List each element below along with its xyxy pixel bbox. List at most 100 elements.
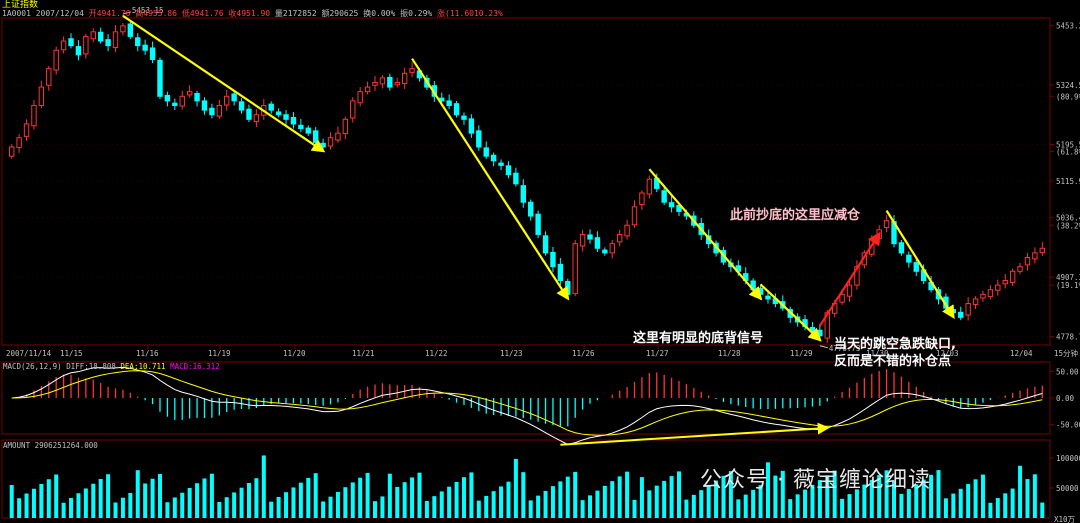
amount-bar	[995, 498, 1000, 518]
amount-bar	[803, 489, 808, 518]
amount-bar	[217, 501, 222, 518]
candle-body	[372, 81, 378, 86]
amount-bar	[380, 496, 385, 518]
amount-bar	[447, 486, 452, 518]
amount-bar	[469, 472, 474, 518]
x-tick-label: 12/03	[936, 349, 959, 358]
amount-bar	[706, 485, 711, 518]
y-tick-label: 4778.7	[1056, 332, 1080, 341]
x-tick-label: 11/22	[425, 349, 448, 358]
x-axis-unit-label: 15分钟	[1054, 348, 1079, 358]
candle-body	[898, 242, 905, 254]
amount-bar	[773, 475, 778, 518]
candle-body	[387, 76, 393, 88]
annotation-gap-line2: 反而是不错的补仓点	[834, 354, 952, 369]
x-tick-label: 11/27	[646, 349, 669, 358]
macd-label: MACD(26,12,9)	[3, 362, 62, 371]
annotation-gap-line1: 当天的跳空急跌缺口,	[834, 337, 956, 352]
x-tick-label: 11/28	[718, 349, 741, 358]
amount-bar	[691, 494, 696, 518]
candle-body	[572, 243, 578, 294]
macd-info-line: MACD(26,12,9) DIFF:18.808 DEA:10.711 MAC…	[3, 362, 220, 371]
amount-bar	[669, 476, 674, 518]
candle-body	[757, 287, 764, 295]
amount-bar	[269, 501, 274, 518]
turnover-value: 0.00%	[371, 9, 396, 18]
x-tick-label: 12/04	[1010, 349, 1033, 358]
amount-bar	[610, 481, 615, 518]
amount-bar	[565, 476, 570, 518]
amount-bar	[424, 500, 429, 518]
amount-bar	[113, 502, 118, 518]
amount-bar	[736, 499, 741, 518]
candle-body	[980, 293, 986, 299]
amount-bar	[239, 487, 244, 518]
amount-unit-label: X10万	[1054, 515, 1076, 523]
amount-bar	[788, 499, 793, 518]
y-tick-label: (19.1%)	[1056, 281, 1080, 290]
candle-body	[312, 130, 319, 143]
amount-bar	[795, 494, 800, 518]
amount-bar	[157, 473, 162, 518]
amount-bar	[120, 497, 125, 518]
amount-bar	[966, 484, 971, 518]
macd-panel-frame	[1, 361, 1051, 435]
macd-y-tick-label: 0.00	[1056, 394, 1075, 403]
open-value: 4941.76	[96, 9, 131, 18]
x-tick-label: 11/16	[136, 349, 159, 358]
amount-bar	[714, 480, 719, 518]
candle-body	[661, 190, 667, 203]
candle-body	[1032, 252, 1038, 260]
candle-body	[468, 118, 475, 134]
y-tick-label: 5115.9	[1056, 177, 1080, 186]
amount-bar	[921, 479, 926, 518]
amount-bar	[899, 493, 904, 518]
candle-body	[164, 94, 171, 102]
candle-body	[9, 146, 15, 157]
amount-bar	[395, 486, 400, 518]
candle-body	[676, 204, 682, 212]
amount-label: AMOUNT	[3, 441, 31, 450]
amount-bar	[854, 489, 859, 518]
candle-body	[23, 123, 30, 137]
candle-body	[594, 237, 601, 249]
dif-value: 18.808	[88, 362, 116, 371]
candle-body	[327, 137, 334, 147]
amount-bar	[840, 498, 845, 518]
candle-body	[231, 93, 237, 102]
amount-bar	[83, 488, 88, 518]
candle-body	[1039, 247, 1045, 253]
amount-bar	[973, 479, 978, 518]
amount-bar	[484, 495, 489, 518]
amount-bar	[17, 498, 22, 518]
amount-bar	[943, 498, 948, 518]
candle-body	[1009, 270, 1016, 283]
amount-bar	[536, 495, 541, 518]
trend-arrow	[411, 58, 570, 301]
candle-body	[817, 329, 823, 337]
amount-bar	[758, 485, 763, 518]
candle-body	[461, 115, 467, 120]
low-price-label: 4778.73	[829, 344, 861, 353]
candle-body	[839, 293, 845, 303]
high-value: 4955.86	[143, 9, 177, 18]
candle-body	[238, 101, 245, 111]
candle-body	[105, 39, 111, 47]
candle-body	[476, 130, 482, 148]
turnover-label: 换	[363, 9, 372, 18]
amount-bar	[647, 490, 652, 518]
amount-bar	[625, 471, 630, 518]
candle-body	[609, 243, 615, 254]
amount-bar	[439, 491, 444, 518]
candle-body	[565, 280, 571, 295]
amount-bar	[1003, 493, 1008, 518]
amount-bar	[321, 501, 326, 518]
amount-bar	[1040, 502, 1045, 518]
open-label: 开	[88, 9, 97, 18]
amount-bar	[847, 494, 852, 518]
candle-body	[550, 251, 556, 268]
high-label: 高	[135, 9, 144, 18]
trend-arrow	[759, 283, 822, 342]
amount-bar	[676, 471, 681, 518]
y-tick-label: 5036.4	[1056, 214, 1080, 223]
